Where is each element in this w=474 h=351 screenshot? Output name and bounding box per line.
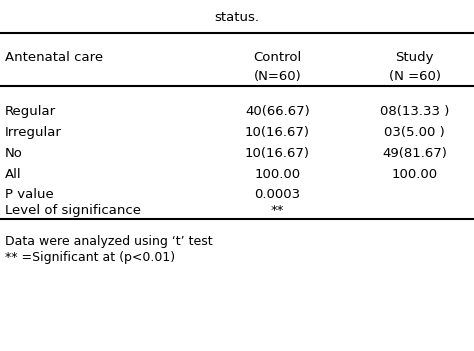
- Text: Control: Control: [253, 51, 301, 64]
- Text: Irregular: Irregular: [5, 126, 62, 139]
- Text: 08(13.33 ): 08(13.33 ): [380, 105, 449, 118]
- Text: (N =60): (N =60): [389, 70, 441, 83]
- Text: All: All: [5, 168, 21, 181]
- Text: 49(81.67): 49(81.67): [383, 147, 447, 160]
- Text: 100.00: 100.00: [254, 168, 301, 181]
- Text: Level of significance: Level of significance: [5, 204, 141, 217]
- Text: 10(16.67): 10(16.67): [245, 147, 310, 160]
- Text: (N=60): (N=60): [254, 70, 301, 83]
- Text: P value: P value: [5, 188, 54, 201]
- Text: 03(5.00 ): 03(5.00 ): [384, 126, 445, 139]
- Text: 40(66.67): 40(66.67): [245, 105, 310, 118]
- Text: Study: Study: [395, 51, 434, 64]
- Text: No: No: [5, 147, 23, 160]
- Text: 100.00: 100.00: [392, 168, 438, 181]
- Text: 0.0003: 0.0003: [254, 188, 301, 201]
- Text: **: **: [271, 204, 284, 217]
- Text: status.: status.: [215, 11, 259, 24]
- Text: Regular: Regular: [5, 105, 56, 118]
- Text: Antenatal care: Antenatal care: [5, 51, 103, 64]
- Text: 10(16.67): 10(16.67): [245, 126, 310, 139]
- Text: Data were analyzed using ‘t’ test: Data were analyzed using ‘t’ test: [5, 235, 212, 248]
- Text: ** =Significant at (p<0.01): ** =Significant at (p<0.01): [5, 251, 175, 264]
